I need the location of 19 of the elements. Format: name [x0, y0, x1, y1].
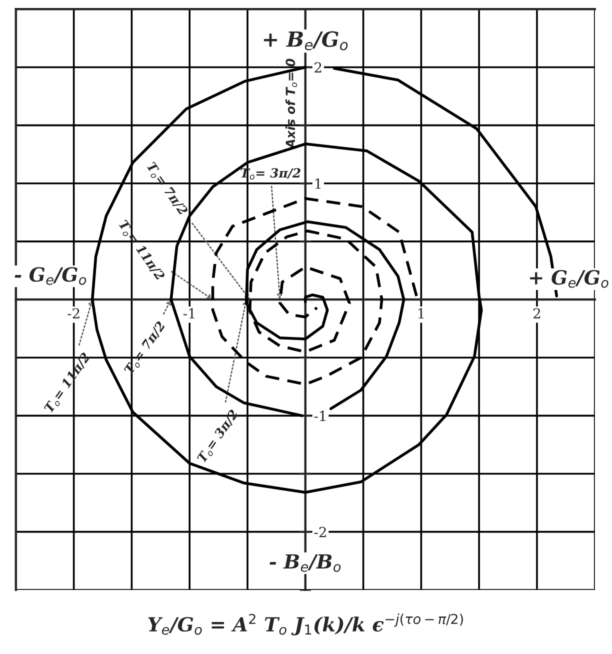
- x-tick-label: 2: [533, 308, 540, 318]
- x-tick-label: 1: [418, 308, 424, 318]
- y-axis-title: + B$_{e}$/G$_{o}$: [264, 31, 348, 50]
- y-tick-label: -1: [314, 410, 326, 421]
- annotation: T$_{o}$= 11π/2: [43, 352, 92, 414]
- y-tick-label: 2: [314, 62, 322, 73]
- text: Y$_{e}$/G$_{o}$ = A$^{2}$ T$_{o}$ J$_{1}$(k)/k ϵ$^{−j(τo−π/2)}$: [148, 614, 463, 636]
- x-axis-title: + G$_{e}$/G$_{o}$: [530, 270, 608, 288]
- annotation: - G$_{e}$/G$_{o}$: [14, 267, 86, 285]
- y-tick-label: -2: [314, 526, 326, 538]
- annotation: T$_{o}$= 7π/2: [144, 161, 188, 217]
- annotation: - B$_{e}$/B$_{o}$: [270, 554, 341, 572]
- x-tick-label: -2: [68, 308, 80, 318]
- annotation: Axis of T$_{o}$= 0: [285, 58, 298, 150]
- annotation: T$_{o}$= 7π/2: [124, 320, 168, 376]
- annotation: T$_{o}$= 3π/2: [196, 408, 240, 464]
- y-tick-label: 1: [315, 178, 321, 189]
- annotation: T$_{o}$= 11π/2: [116, 219, 166, 282]
- x-tick-label: -1: [183, 308, 194, 318]
